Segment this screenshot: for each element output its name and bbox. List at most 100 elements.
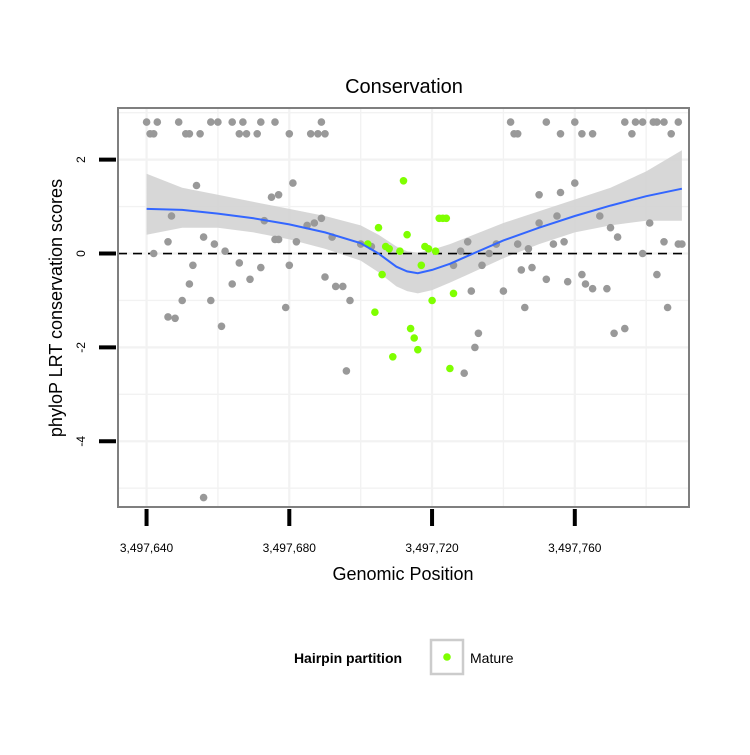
mature-point	[449, 289, 458, 298]
mature-point	[374, 223, 383, 232]
data-point	[631, 118, 640, 126]
x-tick-label: 3,497,760	[548, 541, 602, 555]
data-point	[638, 118, 647, 126]
data-point	[246, 275, 254, 284]
x-tick-label: 3,497,720	[405, 541, 459, 555]
legend-key-dot	[443, 653, 451, 661]
data-point	[478, 261, 486, 270]
data-point	[638, 249, 647, 258]
data-point	[289, 179, 297, 187]
mature-point	[442, 214, 451, 223]
mature-point	[446, 364, 454, 373]
data-point	[331, 282, 340, 291]
legend: Hairpin partition Mature	[294, 638, 514, 676]
data-point	[553, 212, 561, 220]
data-point	[535, 219, 543, 227]
smooth-line-layer	[146, 187, 683, 275]
data-point	[563, 277, 572, 286]
data-point	[621, 324, 629, 333]
data-point	[463, 238, 472, 246]
data-point	[285, 130, 294, 138]
data-point	[571, 118, 579, 126]
data-point	[192, 181, 201, 190]
data-point	[271, 118, 279, 126]
data-point	[556, 130, 565, 138]
mature-point	[410, 334, 419, 342]
chart-title: Conservation	[345, 76, 463, 98]
mature-point	[414, 345, 422, 354]
data-point	[581, 280, 590, 288]
data-point	[207, 296, 215, 305]
data-point	[185, 280, 194, 288]
data-point	[257, 263, 265, 272]
data-point	[228, 280, 236, 288]
data-point	[310, 219, 319, 227]
mature-point	[403, 230, 411, 239]
data-point	[653, 118, 661, 126]
mature-point	[378, 270, 386, 279]
data-point	[199, 493, 208, 502]
data-point	[221, 247, 229, 255]
data-point	[242, 130, 251, 138]
data-point	[164, 238, 172, 246]
data-point	[588, 284, 597, 293]
data-point	[149, 130, 158, 138]
data-point	[613, 233, 622, 241]
data-point	[606, 223, 615, 232]
data-point	[588, 130, 597, 138]
data-point	[603, 284, 611, 293]
mature-point	[396, 247, 404, 255]
data-point	[513, 240, 522, 248]
data-point	[306, 130, 315, 138]
data-point	[499, 287, 508, 295]
data-point	[506, 118, 515, 126]
data-point	[621, 118, 629, 126]
data-point	[663, 303, 672, 312]
confidence-ribbon-layer	[146, 150, 682, 294]
data-point	[474, 329, 483, 338]
data-point	[485, 249, 494, 258]
x-axis-label: Genomic Position	[332, 564, 473, 584]
data-point	[196, 130, 204, 138]
data-point	[257, 118, 265, 126]
mature-point	[424, 245, 433, 253]
data-point	[542, 118, 551, 126]
mature-point	[385, 245, 394, 253]
data-point	[285, 261, 294, 270]
x-tick-label: 3,497,640	[120, 541, 174, 555]
data-point	[235, 259, 244, 267]
mature-point	[428, 296, 436, 305]
data-point	[467, 287, 476, 295]
mature-point	[406, 324, 415, 333]
data-point	[471, 343, 479, 352]
y-tick-label: 2	[74, 156, 88, 163]
data-point	[317, 214, 326, 223]
data-point	[142, 118, 151, 126]
data-point	[660, 238, 668, 246]
data-point	[339, 282, 347, 291]
legend-entry-label: Mature	[470, 650, 514, 666]
data-point	[167, 212, 176, 220]
data-point	[149, 249, 158, 258]
data-point	[239, 118, 247, 126]
data-point	[253, 130, 261, 138]
data-point	[274, 235, 283, 244]
data-point	[610, 329, 618, 338]
y-tick-label: -2	[74, 342, 88, 353]
data-point	[292, 238, 301, 246]
y-tick-label: -4	[74, 436, 88, 447]
grid-layer	[118, 108, 689, 507]
mature-point	[417, 261, 426, 270]
data-point	[174, 118, 183, 126]
data-point	[185, 130, 194, 138]
data-point	[274, 191, 283, 199]
data-point	[556, 188, 565, 197]
data-point	[521, 303, 529, 312]
data-point	[214, 118, 222, 126]
smooth-fit-line	[146, 187, 683, 275]
mature-point	[371, 308, 379, 317]
data-point	[199, 233, 208, 241]
panel-border	[117, 107, 690, 508]
data-point	[674, 118, 683, 126]
